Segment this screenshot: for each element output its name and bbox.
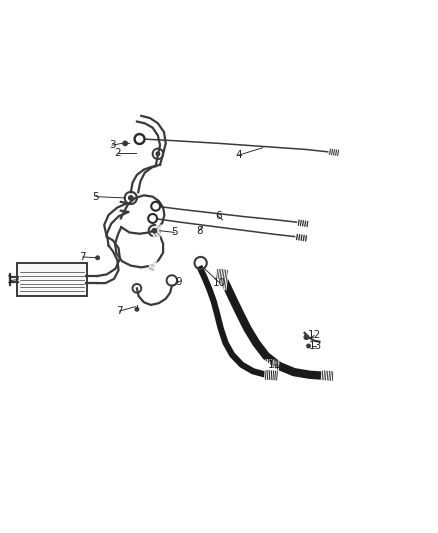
Circle shape (151, 201, 160, 211)
Circle shape (153, 204, 159, 209)
Text: 4: 4 (235, 150, 242, 160)
Text: 8: 8 (196, 225, 203, 236)
Circle shape (134, 134, 145, 144)
Circle shape (307, 344, 310, 348)
Text: 7: 7 (116, 306, 123, 316)
Text: 6: 6 (215, 211, 222, 221)
Circle shape (123, 141, 127, 146)
Text: 13: 13 (309, 341, 322, 351)
Circle shape (96, 256, 99, 260)
Circle shape (129, 196, 133, 200)
Circle shape (156, 152, 159, 156)
Circle shape (135, 308, 139, 311)
Circle shape (150, 216, 155, 221)
Circle shape (148, 214, 157, 223)
Circle shape (152, 229, 156, 233)
Circle shape (304, 335, 308, 340)
Text: 12: 12 (307, 330, 321, 341)
Text: 10: 10 (213, 278, 226, 288)
Text: 3: 3 (109, 140, 115, 150)
FancyBboxPatch shape (17, 263, 87, 296)
Text: 7: 7 (79, 252, 86, 262)
Text: 5: 5 (92, 192, 99, 201)
Text: 1: 1 (7, 276, 14, 286)
Text: 9: 9 (176, 277, 182, 287)
Text: 11: 11 (268, 360, 282, 370)
Text: 5: 5 (171, 228, 178, 237)
Text: 2: 2 (114, 148, 121, 158)
Circle shape (137, 136, 143, 142)
